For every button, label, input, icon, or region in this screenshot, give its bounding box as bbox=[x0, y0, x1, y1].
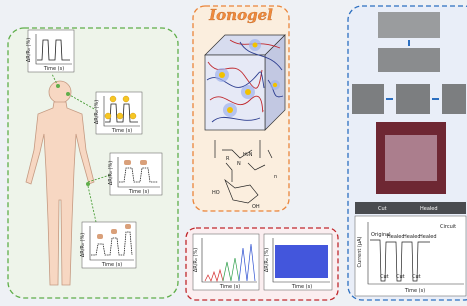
label: Healed bbox=[387, 234, 405, 240]
label: Cut bbox=[380, 274, 389, 280]
right-panel: Cut Healed Circuit Original Healed Heale… bbox=[348, 6, 467, 300]
label: Healed bbox=[403, 234, 421, 240]
bottom-panel: ΔR/R₀ (%) Time (s) ΔR/R₀ (%) Time (s) bbox=[186, 228, 338, 300]
dense-curve bbox=[275, 245, 328, 278]
label: Cut bbox=[378, 206, 387, 212]
label: Healed bbox=[420, 206, 438, 212]
label: H₂N bbox=[243, 152, 253, 158]
ion bbox=[245, 89, 251, 95]
dot bbox=[56, 84, 60, 88]
ion bbox=[219, 72, 225, 78]
mini-plot: ΔR/R₀ (%) Time (s) bbox=[26, 30, 74, 72]
label: ΔR/R₀ (%) bbox=[26, 38, 32, 62]
ion bbox=[253, 43, 258, 48]
mini-plot: ΔR/R₀ (%) Time (s) bbox=[80, 222, 136, 268]
label: Healed bbox=[419, 234, 437, 240]
label: Time (s) bbox=[404, 288, 425, 294]
label: HO bbox=[212, 190, 220, 196]
graphical-abstract: ΔR/R₀ (%) Time (s) ΔR/R₀ (%) Time (s) ΔR… bbox=[0, 0, 467, 306]
head bbox=[49, 81, 71, 103]
label: R bbox=[226, 156, 230, 162]
label: ΔR/R₀ (%) bbox=[80, 233, 86, 257]
label: Cut bbox=[396, 274, 405, 280]
emoji bbox=[105, 113, 111, 119]
label: Time (s) bbox=[128, 189, 149, 195]
ion bbox=[227, 107, 233, 113]
emoji bbox=[123, 96, 129, 102]
label: ΔR/R₀ (%) bbox=[264, 248, 270, 272]
label: ΔR/R₀ (%) bbox=[193, 248, 199, 272]
label: Time (s) bbox=[43, 66, 64, 72]
label: N bbox=[237, 161, 241, 167]
cube bbox=[205, 35, 285, 130]
hand-icon bbox=[111, 229, 117, 234]
emoji bbox=[110, 96, 116, 102]
middle-panel: Ionogel R N H₂N n H bbox=[193, 6, 289, 211]
label: OH bbox=[252, 204, 260, 210]
label: Circuit bbox=[440, 224, 456, 230]
dot bbox=[86, 182, 90, 186]
hand-icon bbox=[124, 160, 131, 165]
label: Time (s) bbox=[111, 128, 132, 134]
label: Current (μA) bbox=[357, 237, 363, 268]
photo bbox=[352, 84, 384, 114]
label: Time (s) bbox=[291, 284, 312, 290]
hand-icon bbox=[140, 160, 147, 165]
photo bbox=[378, 48, 440, 72]
label: Cut bbox=[412, 274, 421, 280]
label: ΔR/R₀ (%) bbox=[108, 161, 114, 185]
emoji bbox=[117, 113, 123, 119]
dot bbox=[66, 92, 70, 96]
hand-icon bbox=[125, 224, 131, 229]
photo bbox=[396, 84, 430, 114]
mini-plot: ΔR/R₀ (%) Time (s) bbox=[94, 92, 142, 134]
label: Time (s) bbox=[219, 284, 240, 290]
photo-strip bbox=[355, 202, 466, 214]
label: ΔR/R₀ (%) bbox=[94, 100, 100, 124]
label: n bbox=[274, 174, 277, 180]
panel-title: Ionogel bbox=[208, 6, 273, 24]
ion bbox=[273, 83, 277, 87]
left-panel: ΔR/R₀ (%) Time (s) ΔR/R₀ (%) Time (s) ΔR… bbox=[8, 28, 178, 298]
photo bbox=[442, 84, 466, 114]
hand-icon bbox=[97, 234, 103, 239]
label: Time (s) bbox=[101, 262, 122, 268]
photo-detail bbox=[385, 135, 437, 181]
photo bbox=[378, 12, 440, 38]
emoji bbox=[130, 113, 136, 119]
mini-plot: ΔR/R₀ (%) Time (s) bbox=[108, 153, 162, 195]
